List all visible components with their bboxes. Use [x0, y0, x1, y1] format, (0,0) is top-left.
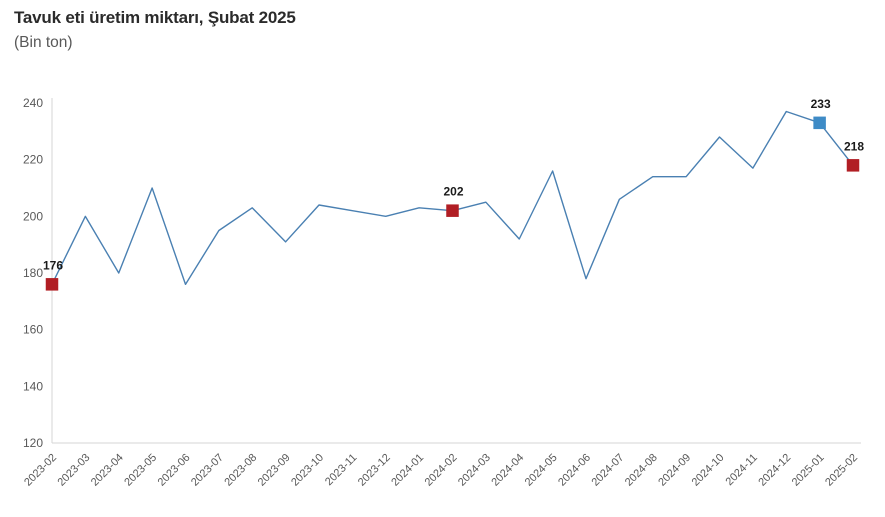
y-axis-tick-label: 200 [23, 209, 43, 223]
x-axis-tick-label: 2024-10 [690, 452, 727, 489]
y-axis-tick-label: 160 [23, 323, 43, 337]
highlight-marker-2025-02 [846, 159, 860, 172]
x-axis-tick-label: 2023-06 [156, 452, 193, 489]
x-axis-tick-label: 2024-11 [724, 452, 760, 488]
chart-title: Tavuk eti üretim miktarı, Şubat 2025 [14, 8, 296, 27]
y-axis-tick-label: 220 [23, 153, 43, 167]
x-axis-tick-label: 2024-08 [623, 452, 660, 489]
data-label-2025-02: 218 [844, 139, 864, 153]
x-axis-tick-label: 2024-12 [756, 452, 793, 489]
y-axis-tick-label: 140 [23, 379, 43, 393]
x-axis-tick-label: 2024-05 [523, 452, 560, 489]
y-axis-tick-label: 120 [23, 436, 43, 450]
highlight-marker-2024-02 [446, 204, 459, 217]
x-axis-tick-label: 2023-09 [256, 452, 293, 489]
y-axis-tick-label: 180 [23, 266, 43, 280]
x-axis-tick-label: 2024-06 [556, 452, 593, 489]
data-label-2024-02: 202 [443, 185, 463, 199]
x-axis-tick-label: 2024-04 [489, 452, 526, 489]
x-axis-tick-label: 2023-08 [222, 452, 259, 489]
x-axis-tick-label: 2025-01 [790, 452, 827, 489]
x-axis-tick-label: 2024-03 [456, 452, 493, 489]
x-axis-tick-label: 2023-11 [323, 452, 359, 488]
x-axis-tick-label: 2023-10 [289, 452, 326, 489]
x-axis-tick-label: 2024-02 [423, 452, 460, 489]
data-label-2025-01: 233 [811, 97, 831, 111]
chart-subtitle: (Bin ton) [14, 34, 73, 51]
data-label-2023-02: 176 [43, 258, 63, 272]
x-axis-tick-label: 2024-09 [656, 452, 693, 489]
y-axis-tick-label: 240 [23, 96, 43, 110]
x-axis-tick-label: 2023-03 [55, 452, 92, 489]
x-axis-tick-label: 2023-12 [356, 452, 393, 489]
x-axis-tick-label: 2023-07 [189, 452, 226, 489]
x-axis-tick-label: 2024-07 [589, 452, 626, 489]
x-axis-tick-label: 2023-05 [122, 452, 159, 489]
x-axis-tick-label: 2024-01 [389, 452, 426, 489]
x-axis-tick-label: 2023-04 [89, 452, 126, 489]
highlight-marker-2023-02 [45, 278, 59, 291]
x-axis-tick-label: 2023-02 [22, 452, 59, 489]
highlight-marker-2025-01 [813, 116, 826, 130]
x-axis-tick-label: 2025-02 [823, 452, 860, 489]
